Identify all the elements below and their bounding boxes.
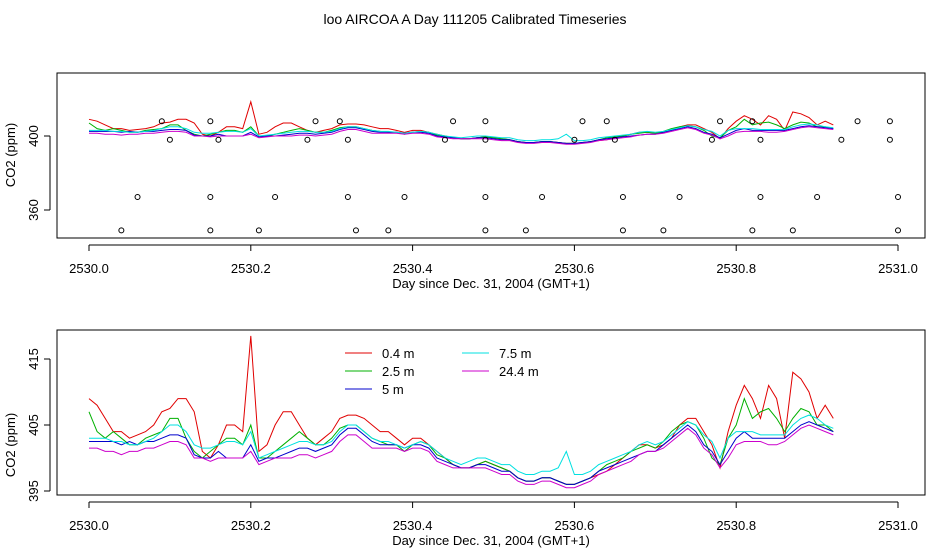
calibration-point — [450, 118, 457, 125]
top-x-tick-label: 2530.2 — [231, 261, 271, 276]
calibration-point — [158, 118, 165, 125]
top-x-axis-label: Day since Dec. 31, 2004 (GMT+1) — [392, 276, 590, 291]
top-series-line-24-4-m — [89, 126, 834, 145]
calibration-point — [482, 136, 489, 143]
bottom-y-axis: 395 405 415 — [26, 348, 51, 502]
top-y-tick-label: 400 — [26, 125, 41, 147]
top-x-tick-label: 2530.0 — [69, 261, 109, 276]
top-x-tick-label: 2530.6 — [555, 261, 595, 276]
calibration-point — [708, 136, 715, 143]
bottom-series-line-7-5-m — [89, 414, 834, 475]
top-x-axis: 2530.0 2530.2 2530.4 2530.6 2530.8 2531.0 — [69, 244, 918, 276]
calibration-point — [522, 227, 529, 234]
calibration-point — [660, 227, 667, 234]
calibration-point — [401, 194, 408, 201]
bottom-x-tick-label: 2531.0 — [878, 518, 918, 533]
calibration-point — [482, 118, 489, 125]
top-x-tick-label: 2530.4 — [393, 261, 433, 276]
calibration-point — [757, 136, 764, 143]
top-y-tick-label: 360 — [26, 199, 41, 221]
calibration-point — [304, 136, 311, 143]
top-calibration-points — [118, 118, 901, 234]
top-y-axis-label: CO2 (ppm) — [3, 123, 18, 187]
calibration-point — [385, 227, 392, 234]
bottom-y-tick-label: 395 — [26, 480, 41, 502]
calibration-point — [134, 194, 141, 201]
bottom-y-tick-label: 415 — [26, 348, 41, 370]
bottom-x-axis: 2530.0 2530.2 2530.4 2530.6 2530.8 2531.0 — [69, 501, 918, 533]
calibration-point — [207, 118, 214, 125]
bottom-x-tick-label: 2530.8 — [716, 518, 756, 533]
calibration-point — [749, 227, 756, 234]
calibration-point — [603, 118, 610, 125]
calibration-point — [118, 227, 125, 234]
bottom-x-tick-label: 2530.0 — [69, 518, 109, 533]
calibration-point — [482, 194, 489, 201]
legend-label: 24.4 m — [499, 364, 539, 379]
calibration-point — [619, 227, 626, 234]
top-series-line-7-5-m — [89, 123, 834, 142]
calibration-point — [854, 118, 861, 125]
calibration-point — [814, 194, 821, 201]
calibration-point — [749, 118, 756, 125]
calibration-point — [482, 227, 489, 234]
calibration-point — [886, 118, 893, 125]
calibration-point — [895, 227, 901, 234]
calibration-point — [717, 118, 724, 125]
bottom-x-tick-label: 2530.4 — [393, 518, 433, 533]
bottom-panel: 2530.0 2530.2 2530.4 2530.6 2530.8 2531.0 395… — [3, 329, 926, 548]
calibration-point — [611, 136, 618, 143]
top-series-lines — [88, 99, 834, 145]
bottom-y-tick-label: 405 — [26, 414, 41, 436]
legend: 0.4 m 2.5 m 5 m 7.5 m 24.4 m — [345, 346, 539, 397]
chart-title: loo AIRCOA A Day 111205 Calibrated Times… — [324, 11, 627, 27]
bottom-x-tick-label: 2530.2 — [231, 518, 271, 533]
calibration-point — [895, 194, 901, 201]
calibration-point — [441, 136, 448, 143]
calibration-point — [207, 227, 214, 234]
calibration-point — [207, 194, 214, 201]
bottom-x-tick-label: 2530.6 — [555, 518, 595, 533]
legend-label: 0.4 m — [382, 346, 415, 361]
calibration-point — [344, 136, 351, 143]
calibration-point — [272, 194, 279, 201]
top-plot-frame — [56, 72, 926, 239]
calibration-point — [215, 136, 222, 143]
calibration-point — [352, 227, 359, 234]
calibration-point — [789, 227, 796, 234]
bottom-y-axis-label: CO2 (ppm) — [3, 413, 18, 477]
calibration-point — [579, 118, 586, 125]
calibration-point — [255, 227, 262, 234]
bottom-x-axis-label: Day since Dec. 31, 2004 (GMT+1) — [392, 533, 590, 548]
top-panel: 2530.0 2530.2 2530.4 2530.6 2530.8 2531.0 360… — [3, 72, 926, 291]
calibration-point — [539, 194, 546, 201]
top-x-tick-label: 2531.0 — [878, 261, 918, 276]
calibration-point — [676, 194, 683, 201]
calibration-point — [336, 118, 343, 125]
bottom-series-line-24-4-m — [89, 424, 834, 489]
calibration-point — [571, 136, 578, 143]
calibration-point — [344, 194, 351, 201]
top-y-axis: 360 400 — [26, 125, 51, 221]
legend-label: 5 m — [382, 382, 404, 397]
calibration-point — [312, 118, 319, 125]
top-x-tick-label: 2530.8 — [716, 261, 756, 276]
calibration-point — [619, 194, 626, 201]
calibration-point — [886, 136, 893, 143]
bottom-plot-frame — [56, 329, 926, 496]
bottom-series-lines — [88, 335, 834, 489]
calibration-point — [166, 136, 173, 143]
calibration-point — [838, 136, 845, 143]
legend-label: 7.5 m — [499, 346, 532, 361]
calibration-point — [757, 194, 764, 201]
legend-label: 2.5 m — [382, 364, 415, 379]
